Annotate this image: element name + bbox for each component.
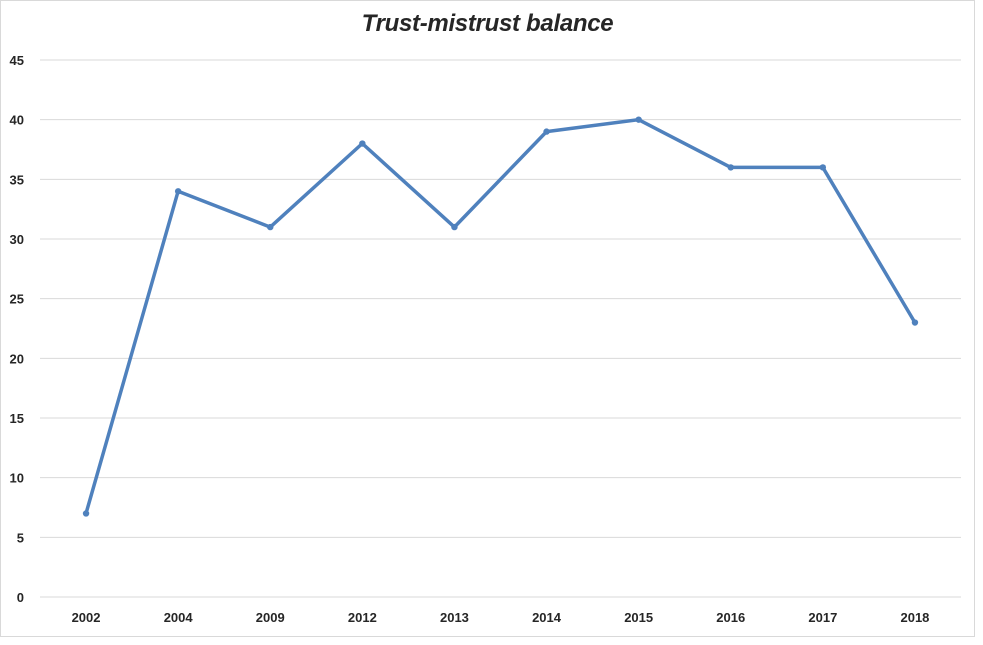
- y-tick-label: 15: [10, 411, 24, 426]
- x-tick-label: 2012: [348, 610, 377, 625]
- x-tick-label: 2014: [532, 610, 562, 625]
- chart-title: Trust-mistrust balance: [361, 10, 614, 37]
- x-tick-label: 2004: [164, 610, 194, 625]
- data-point: [911, 319, 919, 326]
- x-tick-label: 2015: [624, 610, 653, 625]
- gridlines: [40, 59, 961, 598]
- y-tick-label: 25: [10, 292, 24, 307]
- y-tick-label: 40: [10, 113, 24, 128]
- y-tick-label: 0: [17, 590, 24, 605]
- data-point: [727, 164, 734, 171]
- series-line-path: [84, 117, 917, 516]
- x-tick-label: 2016: [716, 610, 745, 625]
- data-point: [451, 223, 458, 231]
- x-tick-label: 2009: [256, 610, 285, 625]
- data-point: [82, 510, 90, 517]
- data-point: [174, 188, 182, 195]
- y-axis-tick-labels: 0 5 10 15 20 25 30 35 40 45: [10, 53, 24, 605]
- y-tick-label: 10: [10, 471, 24, 486]
- y-tick-label: 5: [17, 530, 24, 545]
- x-axis-tick-labels: 2002 2004 2009 2012 2013 2014 2015 2016 2017 2018: [72, 610, 930, 625]
- y-tick-label: 45: [10, 53, 24, 68]
- y-tick-label: 30: [10, 232, 24, 247]
- data-point: [543, 128, 550, 135]
- data-point: [635, 116, 642, 123]
- data-point: [267, 223, 274, 231]
- data-points: [82, 116, 919, 517]
- x-tick-label: 2018: [900, 610, 929, 625]
- x-tick-label: 2013: [440, 610, 469, 625]
- x-tick-label: 2002: [72, 610, 101, 625]
- series-line: [84, 117, 917, 516]
- chart-area: [0, 0, 975, 637]
- y-tick-label: 35: [10, 172, 24, 187]
- data-point: [819, 164, 827, 171]
- x-tick-label: 2017: [808, 610, 837, 625]
- data-point: [359, 140, 366, 147]
- y-tick-label: 20: [10, 351, 24, 366]
